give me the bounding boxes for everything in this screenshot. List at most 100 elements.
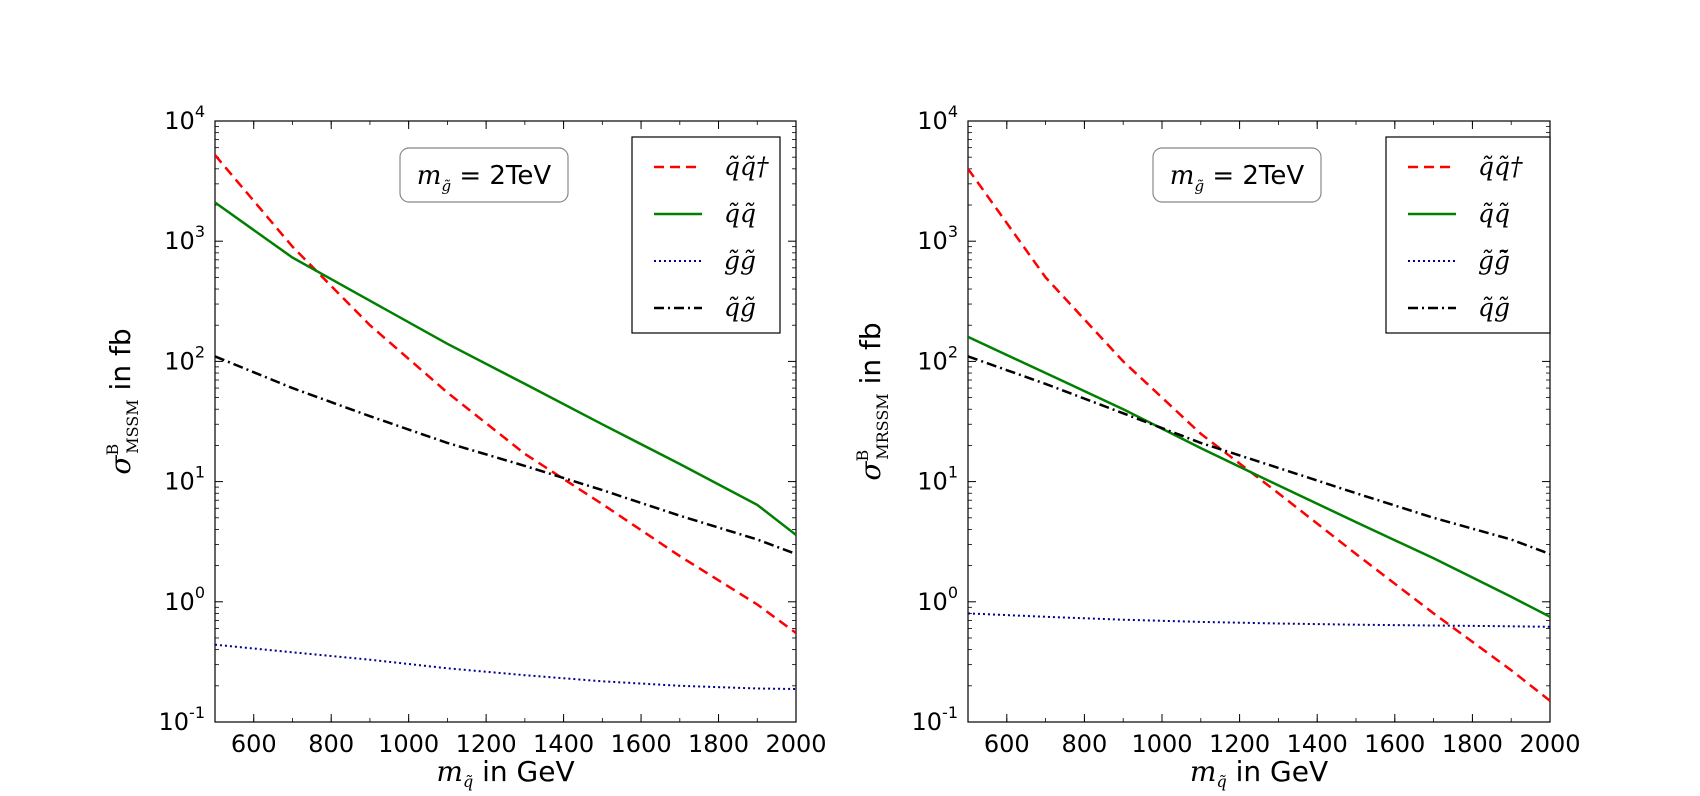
y-tick-base: 10 [917,347,948,375]
x-tick-label: 1400 [533,730,594,758]
plot-frame [967,120,1551,723]
y-label-sub: MSSM [123,399,142,453]
x-label-suffix: in GeV [1227,755,1328,788]
x-label-sub: q̃ [1216,772,1226,791]
y-label-sup: B [103,444,122,456]
y-tick-base: 10 [164,347,195,375]
x-label-sub: q̃ [463,772,473,791]
y-tick-base: 10 [164,588,195,616]
y-tick-exp: 2 [195,342,205,361]
y-tick-exp: -1 [189,703,205,722]
annotation-text: mg̃ = 2TeV [1170,161,1305,195]
y-tick-label: 103 [164,222,205,255]
legend-label: q̃g̃ [1478,293,1510,322]
legend-box [631,136,781,334]
y-label-main: σ [854,461,887,481]
x-tick-label: 2000 [765,730,826,758]
series-line [968,355,1550,556]
legend-label: g̃g̃̄ [1478,246,1510,275]
y-tick-label: 100 [917,583,958,616]
y-label-suffix: in fb [854,322,887,393]
y-label-main: σ [104,455,137,475]
anno-main: m [1170,161,1195,191]
y-tick-label: 10-1 [159,703,206,736]
x-tick-label: 2000 [1519,730,1580,758]
y-tick-base: 10 [917,107,948,135]
series-line [968,612,1550,628]
x-axis-label: mq̃ in GeV [1190,755,1328,791]
x-tick-label: 1600 [1364,730,1425,758]
anno-val: 2TeV [1242,161,1304,191]
series-line [968,335,1550,618]
y-tick-exp: -1 [942,703,958,722]
anno-sub: g̃ [441,177,451,195]
plot-frame [214,120,797,723]
y-tick-base: 10 [917,227,948,255]
y-tick-label: 102 [917,342,958,375]
anno-main: m [417,161,442,191]
legend-label: q̃q̃† [724,152,769,181]
x-tick-label: 1200 [456,730,517,758]
anno-eq: = [1204,161,1242,191]
y-tick-label: 104 [917,102,958,135]
y-tick-label: 100 [164,583,205,616]
x-label-main: m [436,755,463,788]
y-tick-base: 10 [164,107,195,135]
y-axis-label: σBMRSSM in fb [853,322,892,480]
anno-sub: g̃ [1194,177,1204,195]
y-tick-exp: 0 [195,583,205,602]
x-tick-label: 1000 [1131,730,1192,758]
x-tick-label: 1800 [1442,730,1503,758]
y-tick-exp: 1 [195,463,205,482]
panel-right: 600 800 1000 1200 1400 1600 1800 200010-1100101… [853,102,1581,791]
y-tick-base: 10 [159,708,190,736]
y-tick-exp: 4 [948,102,958,121]
anno-val: 2TeV [489,161,551,191]
legend-label: q̃q̃ [724,199,756,228]
legend-label: q̃q̃ [1478,199,1510,228]
x-tick-label: 600 [231,730,277,758]
x-label-main: m [1190,755,1217,788]
legend-label: q̃g̃ [724,293,756,322]
x-tick-label: 1000 [378,730,439,758]
y-tick-exp: 1 [948,463,958,482]
y-tick-base: 10 [917,468,948,496]
series-line [968,168,1550,702]
y-tick-exp: 3 [948,222,958,241]
x-tick-label: 800 [1061,730,1107,758]
series-line [215,201,796,536]
y-tick-base: 10 [912,708,943,736]
y-label-sup: B [853,450,872,462]
x-tick-label: 1400 [1287,730,1348,758]
legend-label: g̃g̃ [724,246,756,275]
series-group [968,168,1550,702]
y-tick-label: 101 [917,463,958,496]
y-tick-base: 10 [164,468,195,496]
y-tick-label: 10-1 [912,703,959,736]
y-tick-exp: 4 [195,102,205,121]
anno-eq: = [451,161,489,191]
annotation-box [1152,147,1322,203]
y-label-sub: MRSSM [873,393,892,459]
y-tick-exp: 2 [948,342,958,361]
x-tick-label: 1200 [1209,730,1270,758]
series-line [215,643,796,690]
y-tick-label: 102 [164,342,205,375]
y-tick-exp: 3 [195,222,205,241]
x-tick-label: 600 [984,730,1030,758]
y-tick-base: 10 [164,227,195,255]
y-axis-label: σBMSSM in fb [103,328,142,474]
x-label-suffix: in GeV [473,755,574,788]
panel-left: 600 800 1000 1200 1400 1600 1800 200010-1100101… [103,102,827,791]
y-tick-label: 103 [917,222,958,255]
series-group [215,154,796,690]
x-axis-label: mq̃ in GeV [436,755,574,791]
y-tick-exp: 0 [948,583,958,602]
y-tick-label: 104 [164,102,205,135]
annotation-box [399,147,569,203]
legend-label: q̃q̃† [1478,152,1523,181]
y-tick-label: 101 [164,463,205,496]
series-line [215,154,796,635]
x-tick-label: 800 [308,730,354,758]
